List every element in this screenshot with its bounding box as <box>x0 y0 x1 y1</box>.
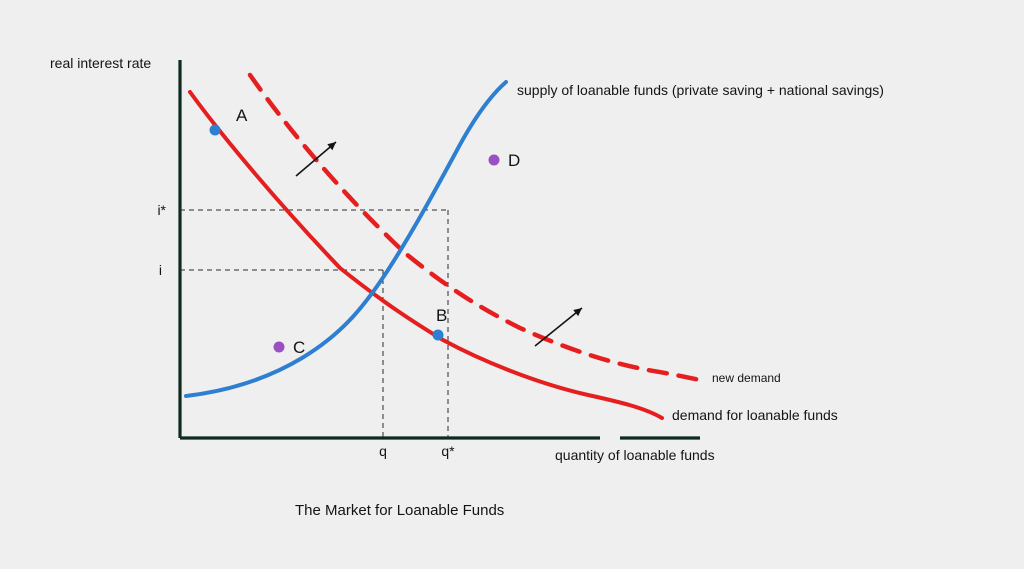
new-demand-label: new demand <box>712 371 781 385</box>
x-axis-label: quantity of loanable funds <box>555 447 715 463</box>
chart-title: The Market for Loanable Funds <box>295 502 504 519</box>
i-star-tick-label: i* <box>157 202 166 218</box>
point-d <box>489 155 500 166</box>
q-star-tick-label: q* <box>441 443 455 459</box>
i-tick-label: i <box>159 262 162 278</box>
point-b <box>433 330 444 341</box>
point-a-label: A <box>236 106 248 125</box>
demand-curve-label: demand for loanable funds <box>672 407 838 423</box>
q-tick-label: q <box>379 443 387 459</box>
supply-curve-label: supply of loanable funds (private saving… <box>517 82 884 98</box>
point-c-label: C <box>293 338 305 357</box>
point-d-label: D <box>508 151 520 170</box>
y-axis-label: real interest rate <box>50 55 151 71</box>
point-a <box>210 125 221 136</box>
point-c <box>274 342 285 353</box>
loanable-funds-chart: real interest rate quantity of loanable … <box>0 0 1024 569</box>
point-b-label: B <box>436 306 447 325</box>
